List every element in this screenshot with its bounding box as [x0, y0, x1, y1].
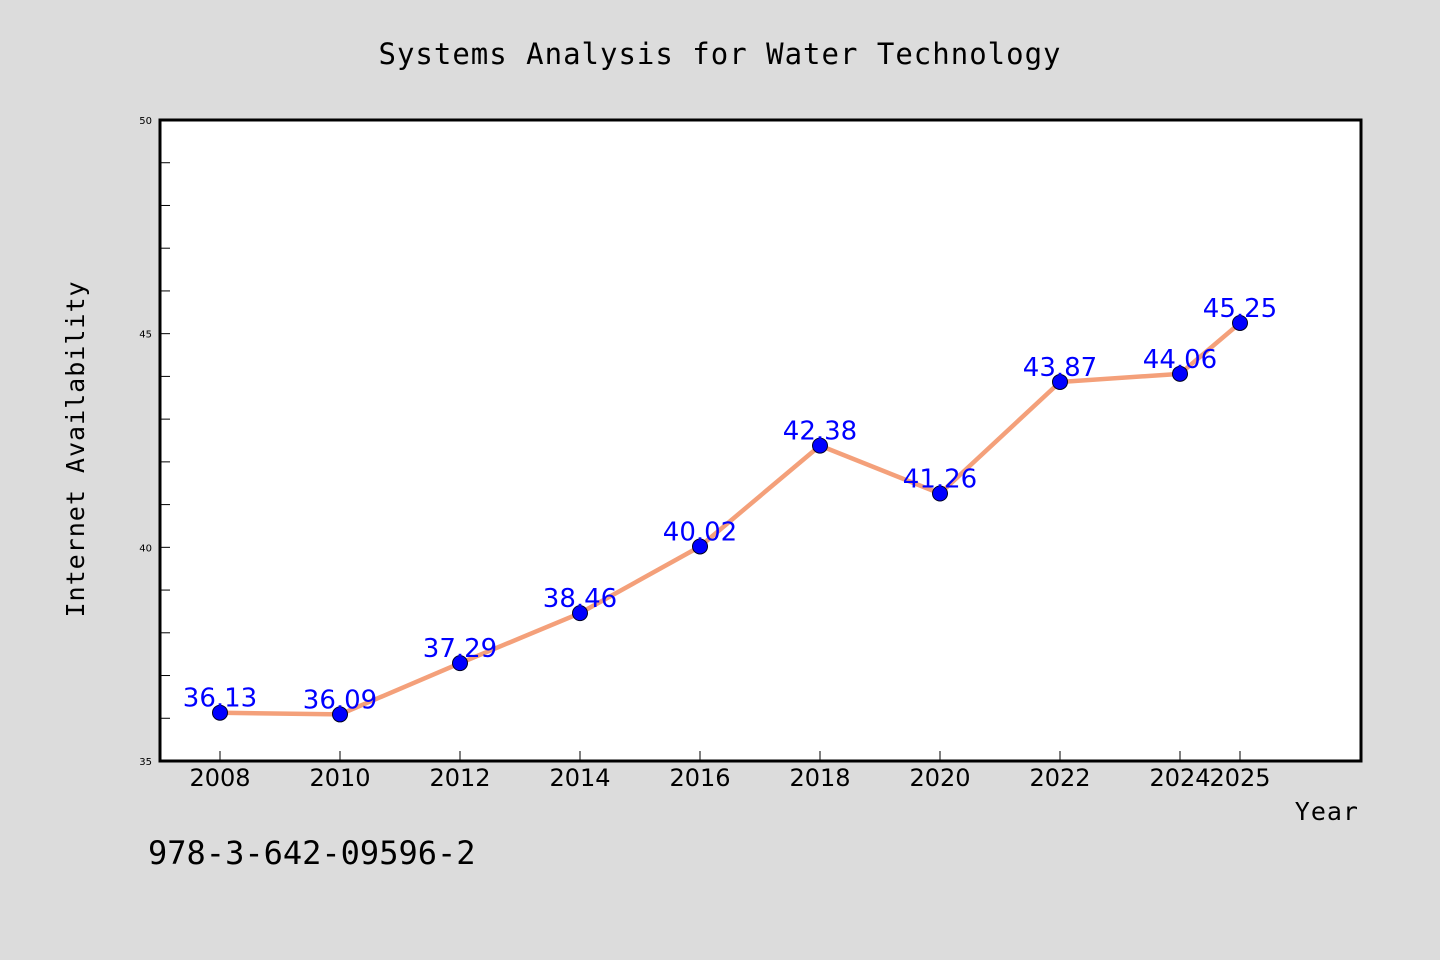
data-label-2025: 45.25	[1203, 294, 1277, 324]
y-tick-label: 35	[139, 757, 152, 768]
chart-title: Systems Analysis for Water Technology	[378, 37, 1061, 71]
data-label-2018: 42.38	[783, 417, 857, 447]
data-point-2016	[692, 538, 708, 555]
x-tick-label: 2025	[1209, 764, 1270, 792]
x-axis-title: Year	[1295, 797, 1359, 826]
isbn-label: 978-3-642-09596-2	[148, 834, 476, 872]
series-line	[217, 320, 1243, 717]
data-label-2010: 36.09	[303, 685, 377, 715]
x-tick-label: 2024	[1149, 764, 1210, 792]
y-tick-label: 45	[139, 330, 152, 341]
data-point-2024	[1172, 365, 1188, 382]
data-point-2025	[1232, 314, 1248, 331]
data-label-2022: 43.87	[1023, 353, 1097, 383]
series-line-group	[217, 320, 1243, 717]
data-point-2020	[932, 485, 948, 502]
data-point-2012	[452, 655, 468, 672]
data-label-2014: 38.46	[543, 584, 617, 614]
data-label-2012: 37.29	[423, 634, 497, 664]
data-point-2008	[212, 704, 228, 721]
data-markers	[212, 314, 1248, 723]
data-label-2016: 40.02	[663, 517, 737, 547]
x-tick-label: 2016	[669, 764, 730, 792]
data-labels: 36.13 36.09 37.29 38.46 40.02 42.38 41.26 43.87…	[183, 294, 1277, 715]
data-point-2022	[1052, 373, 1068, 390]
y-axis-ticks: 35 40 45 50	[139, 116, 170, 768]
x-tick-label: 2012	[429, 764, 490, 792]
plot-frame	[158, 118, 1363, 763]
data-label-2020: 41.26	[903, 464, 977, 494]
y-axis-title: Internet Availability	[61, 280, 90, 617]
plot-area	[160, 120, 1361, 761]
x-tick-label: 2018	[789, 764, 850, 792]
data-label-2008: 36.13	[183, 684, 257, 714]
x-tick-label: 2020	[909, 764, 970, 792]
y-tick-label: 40	[139, 543, 152, 554]
data-point-2010	[332, 706, 348, 723]
y-tick-label: 50	[139, 116, 152, 127]
x-tick-label: 2014	[549, 764, 610, 792]
x-tick-label: 2022	[1029, 764, 1090, 792]
x-tick-label: 2008	[189, 764, 250, 792]
data-label-2024: 44.06	[1143, 345, 1217, 375]
data-point-2018	[812, 437, 828, 454]
x-tick-label: 2010	[309, 764, 370, 792]
data-point-2014	[572, 605, 588, 622]
